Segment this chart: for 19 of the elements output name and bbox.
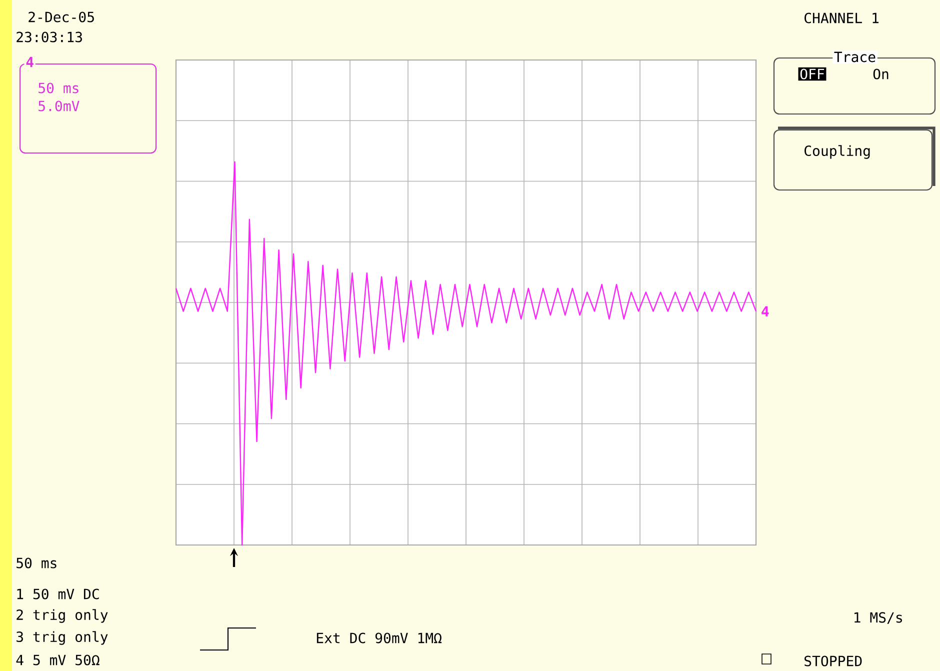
- text: 5.0mV: [38, 100, 80, 112]
- text: 2 trig only: [16, 609, 108, 623]
- text: 4 5 mV 50Ω: [16, 654, 100, 666]
- text: 1 50 mV DC: [17, 588, 99, 600]
- text: 1 MS/s: [854, 612, 902, 624]
- text: 50 ms: [16, 558, 56, 568]
- text: Ext DC 90mV 1MΩ: [316, 632, 442, 644]
- text: On: [873, 68, 888, 80]
- text: 2-Dec-05: [28, 12, 94, 22]
- text: OFF: [800, 68, 824, 80]
- text: Coupling: [804, 145, 870, 159]
- text: 50 ms: [38, 82, 78, 94]
- series-label: 4: [762, 306, 769, 316]
- text: Trace: [834, 52, 876, 62]
- text: 4: [26, 56, 34, 68]
- text: 3 trig only: [16, 631, 108, 645]
- text: STOPPED: [804, 656, 862, 666]
- text: CHANNEL 1: [804, 12, 878, 24]
- text: 23:03:13: [16, 32, 82, 42]
